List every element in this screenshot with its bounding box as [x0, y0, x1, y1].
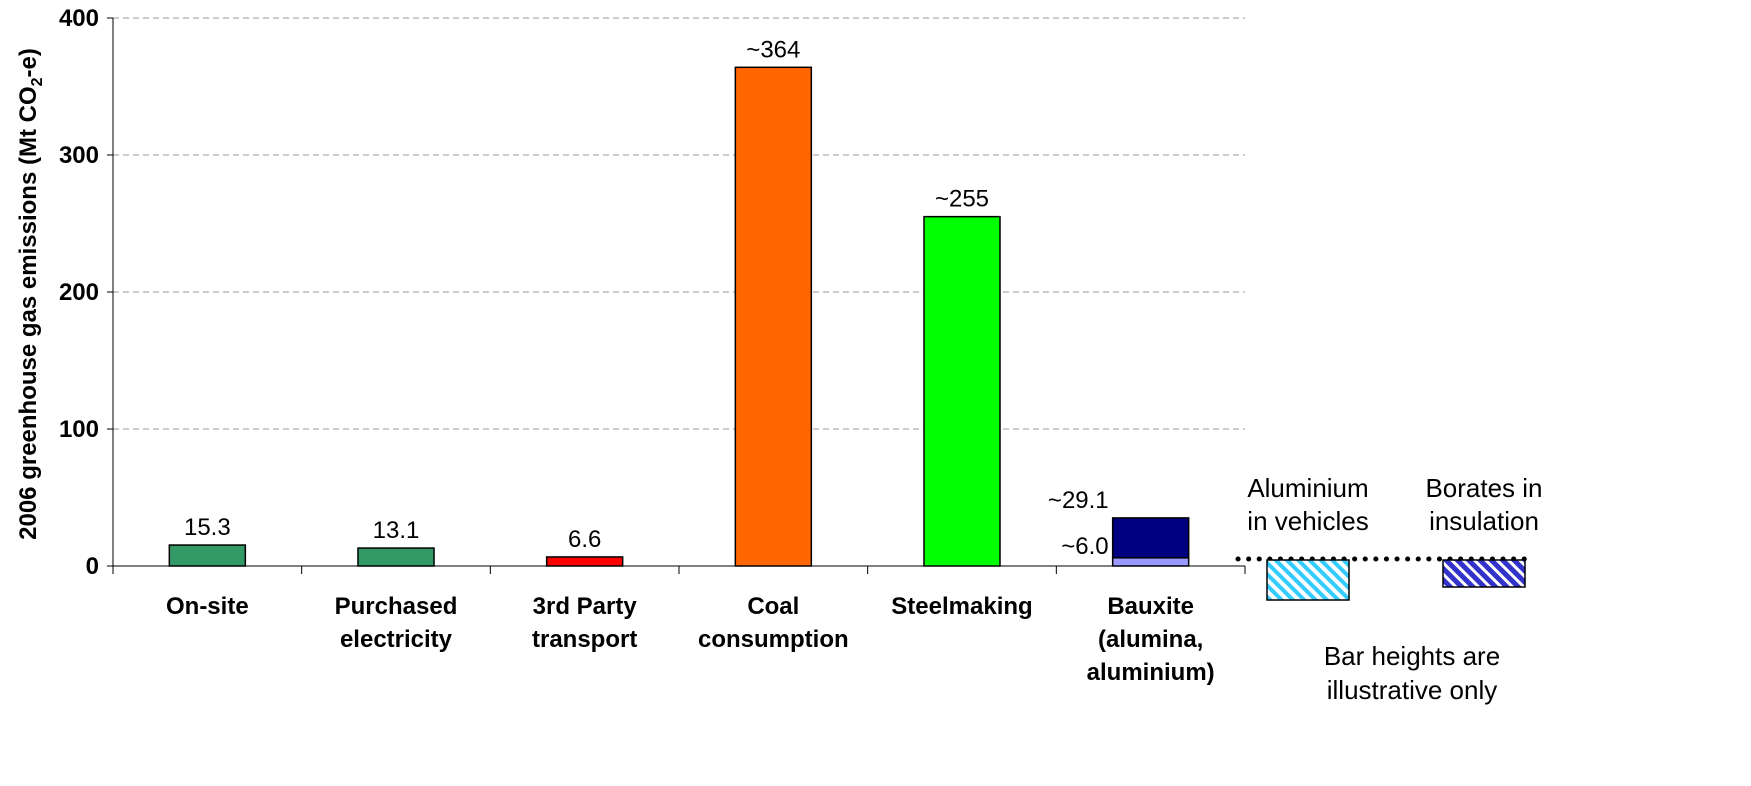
data-label: ~29.1 — [1048, 487, 1109, 514]
bar — [357, 547, 435, 567]
illustrative-note: Bar heights are — [1324, 641, 1500, 671]
category-label: Steelmaking — [891, 593, 1032, 620]
category-label: Bauxite — [1107, 593, 1194, 620]
bar — [923, 215, 1001, 567]
data-label: 6.6 — [568, 526, 601, 553]
bar-segment — [1111, 517, 1190, 559]
category-label: aluminium) — [1087, 659, 1215, 686]
y-tick-label: 0 — [86, 553, 99, 580]
bar — [734, 66, 813, 567]
illustrative-bar-label: Aluminium — [1247, 473, 1368, 503]
bar — [168, 544, 247, 567]
data-label: 15.3 — [184, 514, 231, 541]
illustrative-bar-label: in vehicles — [1247, 506, 1368, 536]
data-label: ~255 — [935, 186, 989, 213]
category-label: electricity — [340, 626, 453, 653]
gridlines — [113, 17, 1245, 430]
category-label: consumption — [698, 626, 849, 653]
labels: 0 100 200 300 400 15.3 On-site 13.1 Purchased ele… — [59, 5, 1543, 705]
category-label: On-site — [166, 593, 249, 620]
category-label: Purchased — [335, 593, 458, 620]
axes — [107, 17, 1531, 574]
illustrative-bar-label: Borates in — [1425, 473, 1542, 503]
y-axis-label: 2006 greenhouse gas emissions (Mt CO2-e) — [15, 48, 46, 540]
y-tick-label: 200 — [59, 279, 99, 306]
bar — [545, 556, 624, 567]
category-label: (alumina, — [1098, 626, 1203, 653]
bars — [168, 66, 1526, 601]
y-tick-label: 300 — [59, 142, 99, 169]
illustrative-bar-label: insulation — [1429, 506, 1539, 536]
illustrative-bar — [1442, 559, 1526, 588]
y-axis-label-tail: -e) — [15, 48, 42, 77]
data-label: ~364 — [746, 36, 800, 63]
y-tick-label: 100 — [59, 416, 99, 443]
bar-segment — [1111, 557, 1190, 567]
category-label: transport — [532, 626, 637, 653]
data-label: ~6.0 — [1061, 533, 1108, 560]
category-label: Coal — [747, 593, 799, 620]
category-label: 3rd Party — [533, 593, 638, 620]
illustrative-bar — [1266, 559, 1350, 601]
data-label: 13.1 — [373, 517, 420, 544]
illustrative-note: illustrative only — [1327, 675, 1498, 705]
y-axis-label-main: 2006 greenhouse gas emissions (Mt CO — [15, 86, 42, 539]
y-axis-label-subscript: 2 — [29, 77, 46, 86]
y-tick-label: 400 — [59, 5, 99, 32]
